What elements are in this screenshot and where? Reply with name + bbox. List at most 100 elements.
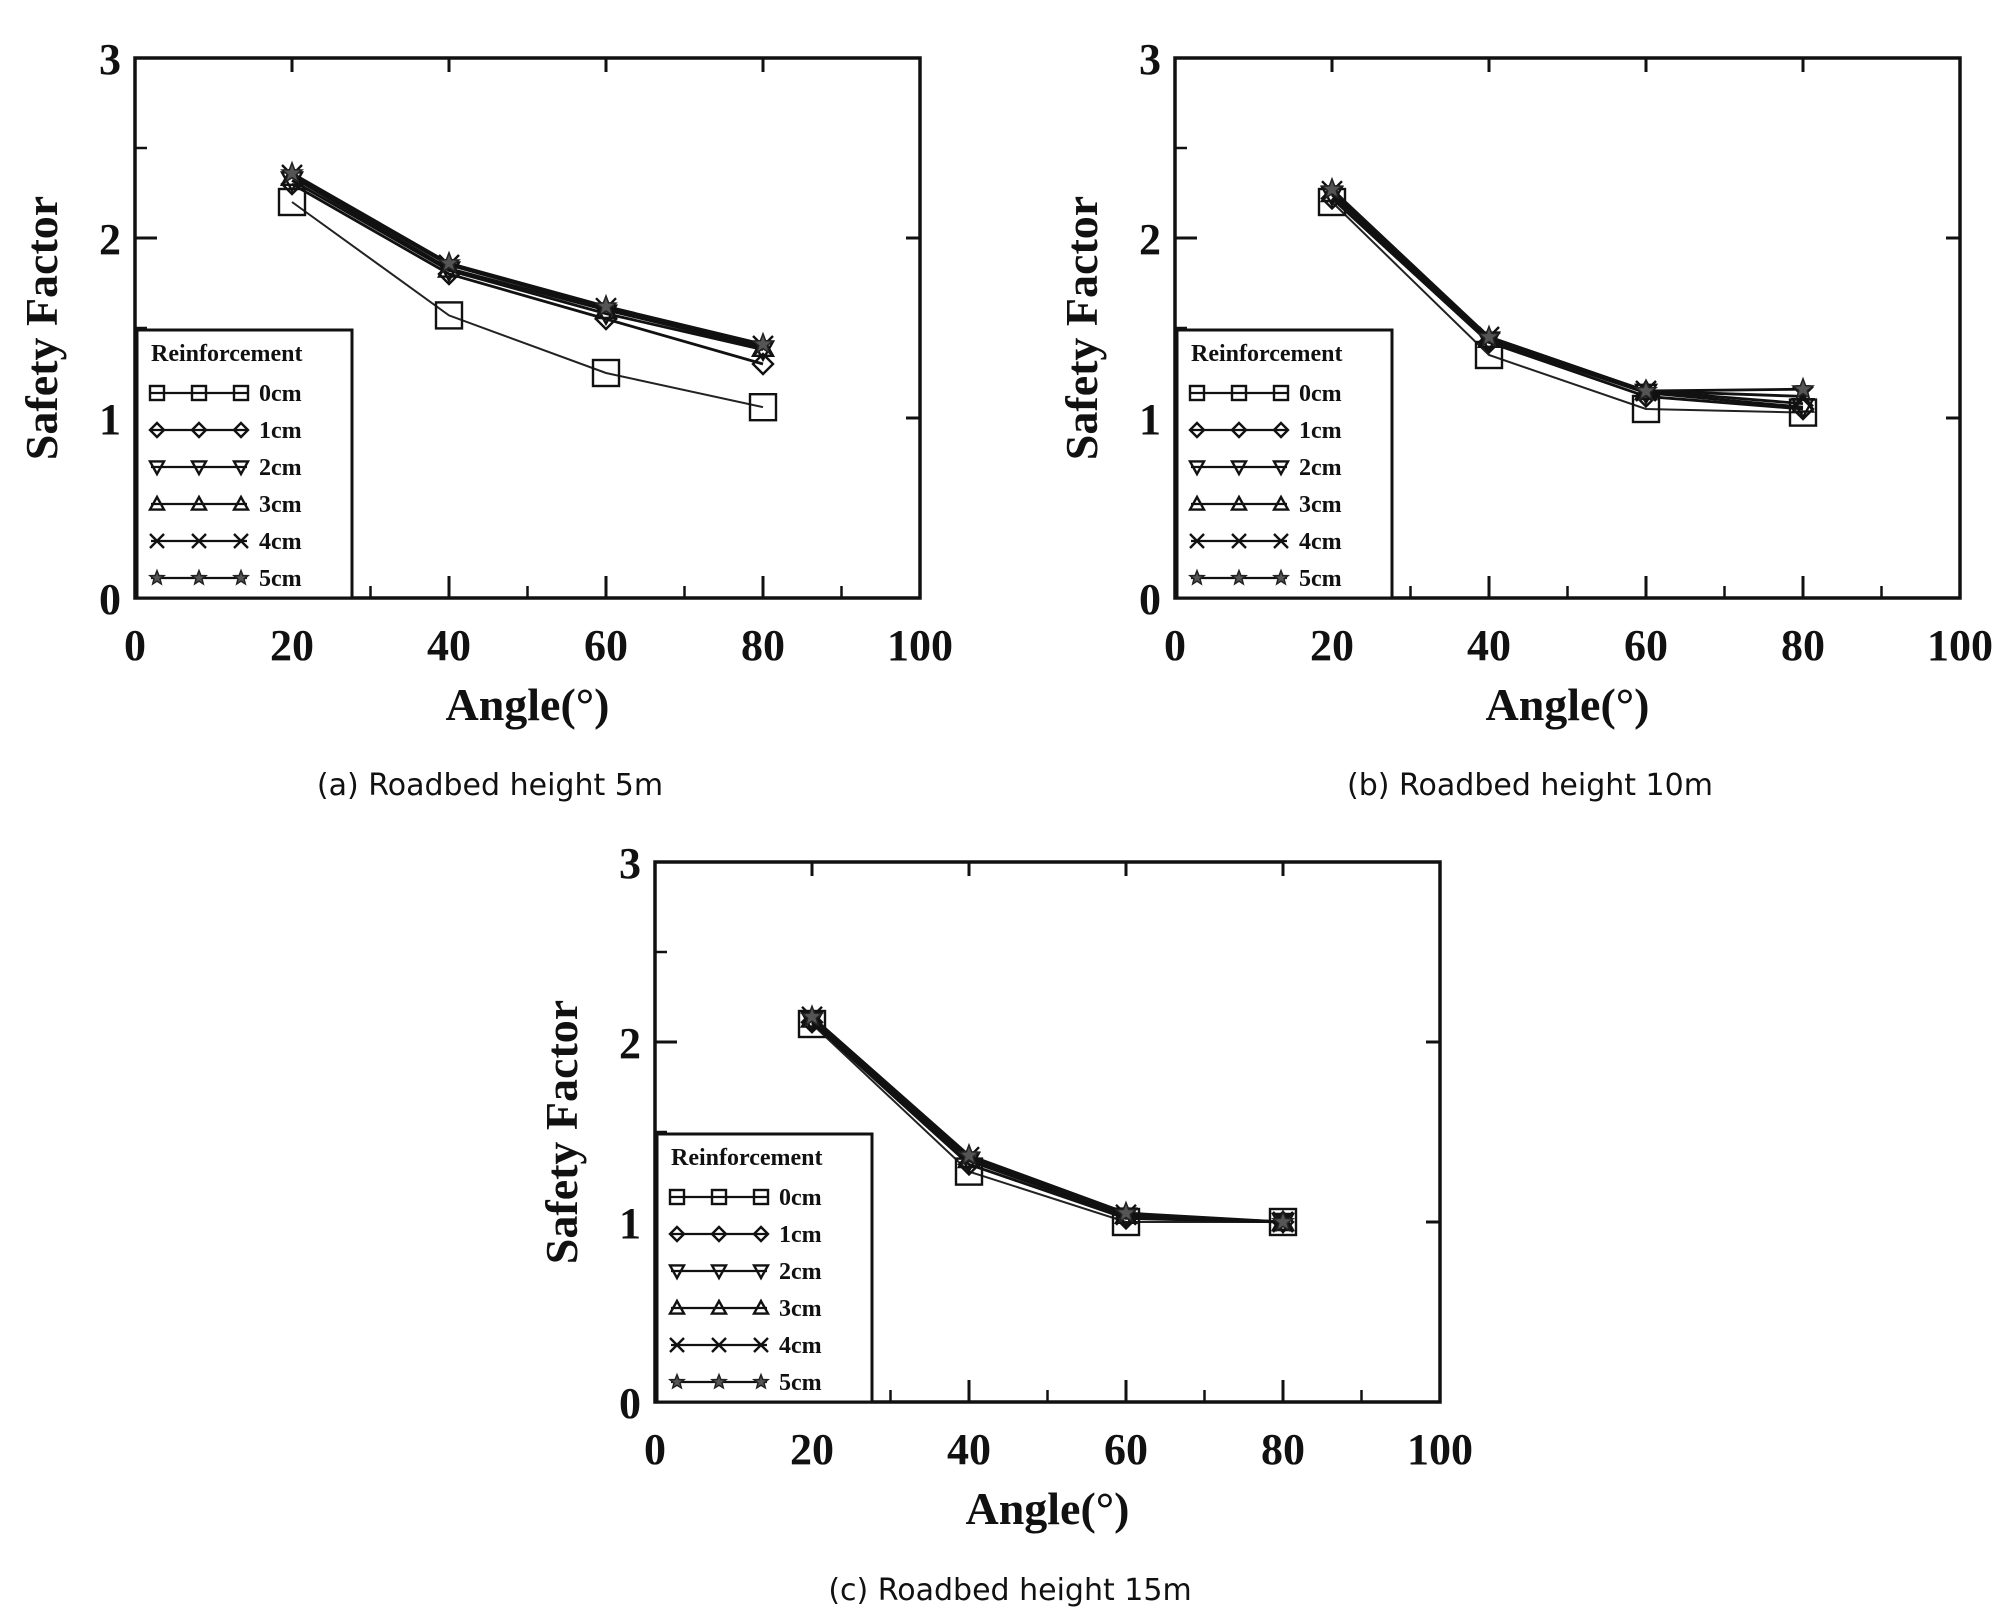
series-line-1cm: [291, 182, 764, 366]
series-line-0cm: [811, 1023, 1283, 1223]
data-point-5cm: [800, 1004, 824, 1027]
legend-label: 4cm: [779, 1333, 822, 1359]
series-line-0cm: [291, 201, 764, 409]
legend-marker: [1271, 460, 1291, 477]
y-tick-label: 0: [1139, 575, 1161, 624]
data-point-5cm: [751, 331, 775, 355]
legend-marker: [190, 384, 208, 402]
legend-marker: [1229, 460, 1249, 477]
legend-label: 4cm: [1299, 529, 1342, 555]
y-tick-label: 1: [619, 1199, 641, 1248]
legend-marker: [1272, 568, 1290, 586]
x-tick-label: 40: [1467, 621, 1511, 670]
data-point-5cm: [280, 160, 304, 184]
y-axis-title: Safety Factor: [1056, 196, 1107, 460]
data-point-5cm: [1477, 324, 1501, 348]
legend-marker: [1188, 568, 1206, 586]
legend-box: [655, 1132, 874, 1404]
legend-label: 1cm: [259, 418, 302, 444]
legend-marker: [668, 1225, 686, 1243]
legend-title: Reinforcement: [671, 1145, 823, 1171]
chart-panel-1: 0 20 40 60 80 100 0 1 2 3 Angle(°) Safety Factor Rei…: [16, 35, 953, 803]
x-tick-label: 0: [1164, 621, 1186, 670]
legend-marker: [232, 384, 250, 402]
legend-label: 1cm: [779, 1222, 822, 1248]
data-point-1cm: [751, 352, 775, 376]
legend-marker: [709, 1298, 729, 1315]
legend-label: 4cm: [259, 529, 302, 555]
x-tick-label: 0: [124, 621, 146, 670]
legend-marker: [1188, 421, 1206, 439]
series-line-3cm: [1331, 191, 1804, 405]
legend-title: Reinforcement: [1191, 341, 1343, 367]
x-tick-label: 40: [947, 1425, 991, 1474]
data-point-5cm: [1634, 378, 1658, 402]
legend-marker: [1187, 494, 1207, 511]
legend-title: Reinforcement: [151, 341, 303, 367]
legend-marker: [667, 1298, 687, 1315]
y-tick-label: 2: [99, 215, 121, 264]
legend-label: 2cm: [259, 455, 302, 481]
legend-marker: [751, 1298, 771, 1315]
x-axis-title: Angle(°): [965, 1483, 1129, 1534]
data-point-5cm: [1791, 376, 1815, 400]
legend-marker: [711, 1337, 727, 1353]
legend-marker: [189, 494, 209, 511]
data-point-0cm: [434, 301, 464, 330]
legend-marker: [1230, 421, 1248, 439]
legend-marker: [710, 1372, 728, 1390]
legend-marker: [668, 1372, 686, 1390]
legend-marker: [1231, 533, 1247, 549]
legend-label: 3cm: [1299, 492, 1342, 518]
y-tick-label: 3: [99, 35, 121, 84]
legend-marker: [1272, 421, 1290, 439]
legend-marker: [669, 1337, 685, 1353]
legend-marker: [1230, 568, 1248, 586]
legend-marker: [232, 421, 250, 439]
series-line-5cm: [1331, 188, 1804, 393]
legend-marker: [1273, 533, 1289, 549]
series-line-5cm: [811, 1015, 1284, 1224]
legend-marker: [232, 568, 250, 586]
x-tick-label: 0: [644, 1425, 666, 1474]
legend-label: 5cm: [779, 1370, 822, 1396]
legend-marker: [667, 1264, 687, 1281]
x-axis-title: Angle(°): [1485, 679, 1649, 730]
x-tick-label: 80: [1261, 1425, 1305, 1474]
y-tick-label: 3: [1139, 35, 1161, 84]
legend-marker: [148, 568, 166, 586]
legend-label: 3cm: [259, 492, 302, 518]
chart-caption: (a) Roadbed height 5m: [317, 768, 663, 803]
legend-marker: [233, 533, 249, 549]
legend-marker: [190, 421, 208, 439]
legend-marker: [1229, 494, 1249, 511]
legend-marker: [1189, 533, 1205, 549]
x-tick-label: 40: [427, 621, 471, 670]
legend-marker: [668, 1188, 686, 1206]
x-axis-title: Angle(°): [445, 679, 609, 730]
x-tick-label: 60: [1104, 1425, 1148, 1474]
data-point-5cm: [1271, 1209, 1295, 1233]
x-tick-label: 60: [1624, 621, 1668, 670]
series-line-3cm: [291, 175, 764, 350]
legend-marker: [190, 568, 208, 586]
x-tick-label: 20: [270, 621, 314, 670]
chart-panel-2: 0 20 40 60 80 100 0 1 2 3 Angle(°) Safety Factor Rei…: [1056, 35, 1993, 803]
series-line-4cm: [291, 173, 764, 348]
legend-marker: [147, 494, 167, 511]
legend-marker: [753, 1337, 769, 1353]
data-point-5cm: [594, 293, 618, 317]
x-tick-label: 60: [584, 621, 628, 670]
chart-panel-3: 0 20 40 60 80 100 0 1 2 3 Angle(°) Safety Factor Rei…: [536, 839, 1473, 1608]
legend-marker: [752, 1372, 770, 1390]
data-point-2cm: [1790, 398, 1816, 420]
y-tick-label: 3: [619, 839, 641, 888]
legend-marker: [752, 1188, 770, 1206]
series-line-0cm: [1331, 201, 1804, 414]
legend-box: [1175, 328, 1394, 600]
y-axis-title: Safety Factor: [16, 196, 67, 460]
x-tick-label: 20: [790, 1425, 834, 1474]
legend-marker: [231, 460, 251, 477]
legend-label: 2cm: [779, 1259, 822, 1285]
